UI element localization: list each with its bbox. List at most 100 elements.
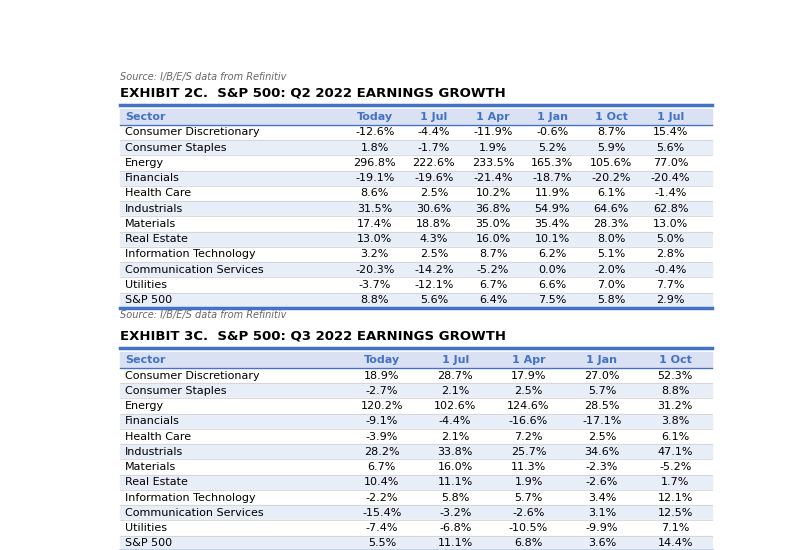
Text: 12.1%: 12.1% bbox=[657, 493, 692, 503]
Text: 28.7%: 28.7% bbox=[437, 371, 473, 381]
Text: 1 Jan: 1 Jan bbox=[586, 355, 616, 365]
FancyBboxPatch shape bbox=[120, 352, 711, 368]
Text: 6.7%: 6.7% bbox=[367, 462, 396, 472]
Text: 7.5%: 7.5% bbox=[538, 295, 566, 305]
Text: 77.0%: 77.0% bbox=[652, 158, 688, 168]
Text: -16.6%: -16.6% bbox=[508, 416, 547, 426]
Text: Utilities: Utilities bbox=[125, 523, 166, 533]
Text: -12.6%: -12.6% bbox=[354, 128, 394, 138]
Text: 233.5%: 233.5% bbox=[471, 158, 513, 168]
FancyBboxPatch shape bbox=[120, 505, 711, 520]
Text: 102.6%: 102.6% bbox=[433, 401, 476, 411]
Text: 28.2%: 28.2% bbox=[363, 447, 399, 457]
Text: -7.4%: -7.4% bbox=[365, 523, 397, 533]
Text: -1.7%: -1.7% bbox=[417, 143, 449, 153]
Text: 35.0%: 35.0% bbox=[474, 219, 510, 229]
Text: Sector: Sector bbox=[125, 355, 165, 365]
Text: -2.6%: -2.6% bbox=[512, 508, 544, 518]
Text: -19.6%: -19.6% bbox=[414, 173, 453, 183]
Text: -0.6%: -0.6% bbox=[535, 128, 568, 138]
Text: 5.7%: 5.7% bbox=[513, 493, 542, 503]
Text: 11.3%: 11.3% bbox=[510, 462, 546, 472]
Text: 5.9%: 5.9% bbox=[596, 143, 624, 153]
Text: -2.7%: -2.7% bbox=[365, 386, 397, 396]
Text: 6.8%: 6.8% bbox=[513, 538, 542, 548]
Text: -5.2%: -5.2% bbox=[659, 462, 691, 472]
Text: 7.2%: 7.2% bbox=[513, 432, 542, 442]
Text: 5.6%: 5.6% bbox=[655, 143, 684, 153]
Text: 1.9%: 1.9% bbox=[513, 477, 542, 487]
Text: 2.8%: 2.8% bbox=[655, 250, 684, 260]
Text: 2.1%: 2.1% bbox=[440, 386, 469, 396]
Text: 5.8%: 5.8% bbox=[440, 493, 469, 503]
Text: 7.7%: 7.7% bbox=[655, 280, 684, 290]
Text: -11.9%: -11.9% bbox=[473, 128, 512, 138]
Text: 120.2%: 120.2% bbox=[360, 401, 402, 411]
FancyBboxPatch shape bbox=[120, 368, 711, 383]
Text: Consumer Staples: Consumer Staples bbox=[125, 386, 226, 396]
Text: -10.5%: -10.5% bbox=[508, 523, 547, 533]
Text: 7.1%: 7.1% bbox=[660, 523, 689, 533]
Text: 1 Apr: 1 Apr bbox=[511, 355, 545, 365]
Text: Today: Today bbox=[356, 112, 393, 122]
Text: 5.8%: 5.8% bbox=[596, 295, 624, 305]
Text: 8.6%: 8.6% bbox=[360, 189, 388, 199]
Text: 8.8%: 8.8% bbox=[660, 386, 689, 396]
Text: 15.4%: 15.4% bbox=[652, 128, 688, 138]
Text: Communication Services: Communication Services bbox=[125, 508, 263, 518]
Text: 1 Jan: 1 Jan bbox=[536, 112, 567, 122]
Text: -20.2%: -20.2% bbox=[591, 173, 630, 183]
Text: 28.5%: 28.5% bbox=[583, 401, 619, 411]
Text: Financials: Financials bbox=[125, 416, 179, 426]
Text: 1 Jul: 1 Jul bbox=[441, 355, 468, 365]
Text: 52.3%: 52.3% bbox=[657, 371, 692, 381]
Text: 27.0%: 27.0% bbox=[583, 371, 619, 381]
FancyBboxPatch shape bbox=[120, 490, 711, 505]
Text: -17.1%: -17.1% bbox=[581, 416, 620, 426]
Text: -6.8%: -6.8% bbox=[439, 523, 471, 533]
Text: EXHIBIT 2C.  S&P 500: Q2 2022 EARNINGS GROWTH: EXHIBIT 2C. S&P 500: Q2 2022 EARNINGS GR… bbox=[120, 86, 505, 100]
Text: 5.0%: 5.0% bbox=[655, 234, 684, 244]
Text: Health Care: Health Care bbox=[125, 189, 191, 199]
Text: 1.7%: 1.7% bbox=[660, 477, 689, 487]
Text: Real Estate: Real Estate bbox=[125, 234, 187, 244]
Text: 31.2%: 31.2% bbox=[657, 401, 692, 411]
Text: Materials: Materials bbox=[125, 462, 176, 472]
FancyBboxPatch shape bbox=[120, 536, 711, 550]
Text: -3.2%: -3.2% bbox=[439, 508, 471, 518]
Text: 10.4%: 10.4% bbox=[363, 477, 399, 487]
Text: 10.1%: 10.1% bbox=[534, 234, 569, 244]
Text: 30.6%: 30.6% bbox=[416, 204, 451, 214]
Text: 7.0%: 7.0% bbox=[596, 280, 624, 290]
Text: 5.7%: 5.7% bbox=[587, 386, 616, 396]
Text: 8.0%: 8.0% bbox=[596, 234, 624, 244]
Text: EXHIBIT 3C.  S&P 500: Q3 2022 EARNINGS GROWTH: EXHIBIT 3C. S&P 500: Q3 2022 EARNINGS GR… bbox=[120, 329, 506, 343]
Text: 2.1%: 2.1% bbox=[440, 432, 469, 442]
Text: 8.8%: 8.8% bbox=[360, 295, 388, 305]
FancyBboxPatch shape bbox=[120, 520, 711, 536]
Text: 1 Oct: 1 Oct bbox=[658, 355, 691, 365]
Text: 18.8%: 18.8% bbox=[415, 219, 451, 229]
FancyBboxPatch shape bbox=[120, 293, 711, 308]
Text: 6.1%: 6.1% bbox=[660, 432, 689, 442]
Text: 31.5%: 31.5% bbox=[357, 204, 392, 214]
Text: 0.0%: 0.0% bbox=[538, 265, 565, 274]
Text: 18.9%: 18.9% bbox=[363, 371, 399, 381]
Text: Consumer Discretionary: Consumer Discretionary bbox=[125, 128, 259, 138]
FancyBboxPatch shape bbox=[120, 383, 711, 398]
Text: Information Technology: Information Technology bbox=[125, 250, 255, 260]
Text: 3.1%: 3.1% bbox=[587, 508, 616, 518]
FancyBboxPatch shape bbox=[120, 109, 711, 125]
Text: -2.6%: -2.6% bbox=[585, 477, 617, 487]
Text: 14.4%: 14.4% bbox=[657, 538, 692, 548]
Text: 2.5%: 2.5% bbox=[587, 432, 616, 442]
Text: Industrials: Industrials bbox=[125, 204, 182, 214]
FancyBboxPatch shape bbox=[120, 262, 711, 277]
Text: 13.0%: 13.0% bbox=[357, 234, 392, 244]
Text: 6.7%: 6.7% bbox=[478, 280, 507, 290]
FancyBboxPatch shape bbox=[120, 155, 711, 170]
Text: 5.1%: 5.1% bbox=[597, 250, 624, 260]
Text: -20.3%: -20.3% bbox=[354, 265, 394, 274]
Text: Source: I/B/E/S data from Refinitiv: Source: I/B/E/S data from Refinitiv bbox=[120, 310, 286, 320]
Text: 5.2%: 5.2% bbox=[538, 143, 566, 153]
